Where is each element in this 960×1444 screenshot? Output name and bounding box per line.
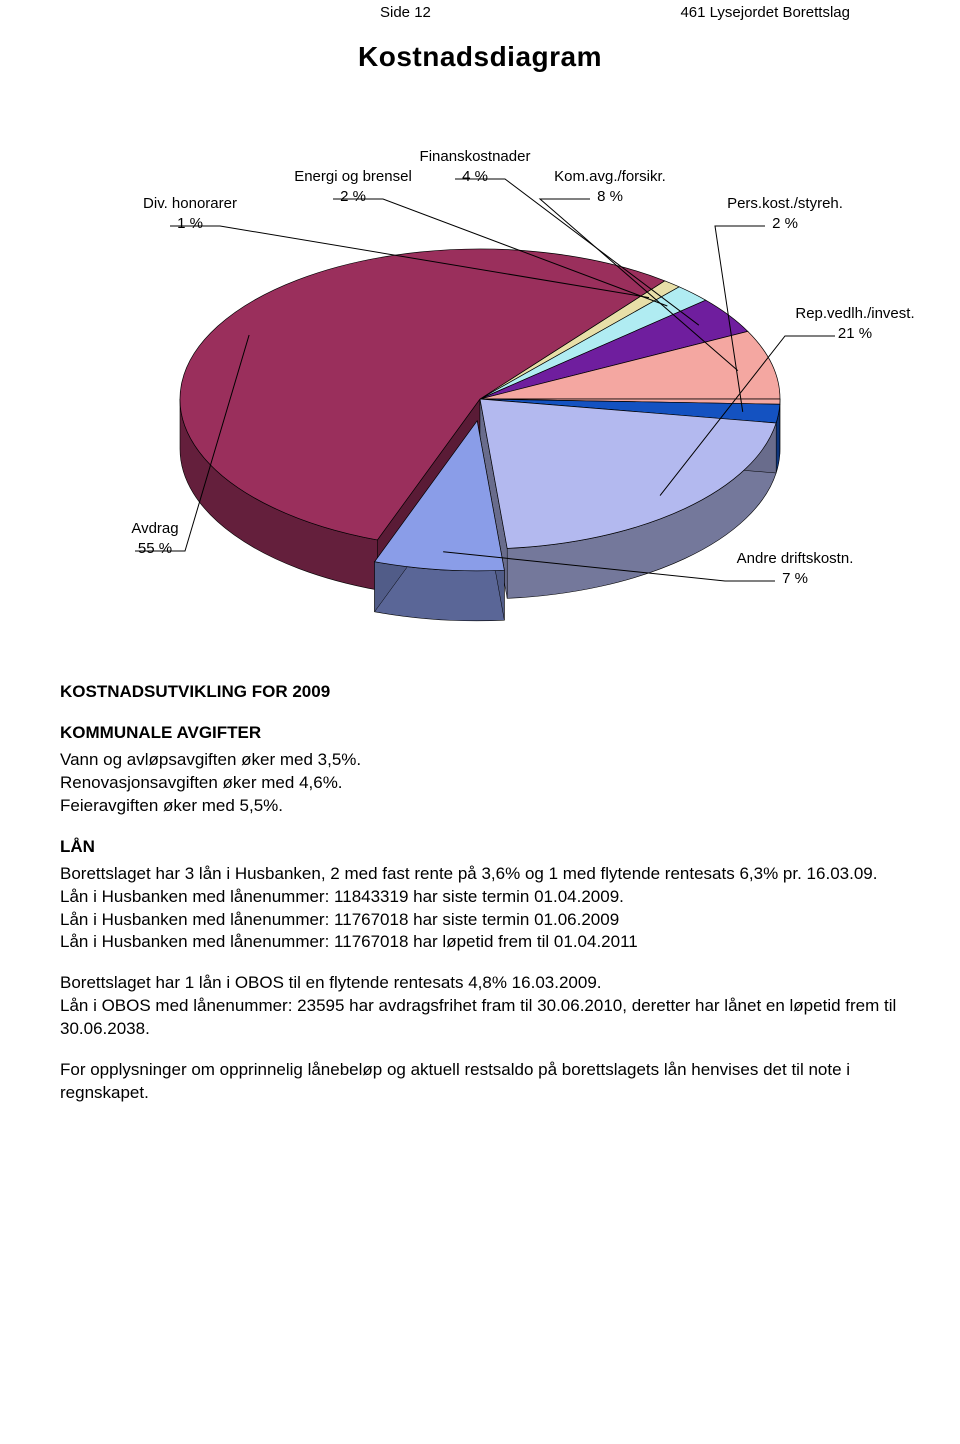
text-line: Lån i OBOS med lånenummer: 23595 har avd… <box>60 996 896 1038</box>
heading-kommunale: KOMMUNALE AVGIFTER <box>60 722 900 745</box>
text-line: Borettslaget har 3 lån i Husbanken, 2 me… <box>60 864 877 883</box>
paragraph: For opplysninger om opprinnelig lånebelø… <box>60 1059 900 1105</box>
pie-slice-label: Andre driftskostn. 7 % <box>720 549 870 588</box>
text-line: Lån i Husbanken med lånenummer: 11767018… <box>60 910 619 929</box>
text-line: Vann og avløpsavgiften øker med 3,5%. <box>60 750 361 769</box>
header-left: Side 12 <box>380 4 431 21</box>
pie-chart: Div. honorarer 1 %Energi og brensel 2 %F… <box>0 79 960 639</box>
pie-slice-label: Kom.avg./forsikr. 8 % <box>535 167 685 206</box>
page: Side 12 461 Lysejordet Borettslag Kostna… <box>0 0 960 1153</box>
paragraph: Borettslaget har 3 lån i Husbanken, 2 me… <box>60 863 900 955</box>
pie-slice-label: Div. honorarer 1 % <box>115 194 265 233</box>
pie-slice-label: Pers.kost./styreh. 2 % <box>710 194 860 233</box>
text-line: Lån i Husbanken med lånenummer: 11843319… <box>60 887 624 906</box>
header-right: 461 Lysejordet Borettslag <box>680 4 850 21</box>
heading-kostnadsutvikling: KOSTNADSUTVIKLING FOR 2009 <box>60 681 900 704</box>
pie-slice-label: Finanskostnader 4 % <box>400 147 550 186</box>
pie-slice-label: Avdrag 55 % <box>80 519 230 558</box>
text-line: Borettslaget har 1 lån i OBOS til en fly… <box>60 973 602 992</box>
text-line: For opplysninger om opprinnelig lånebelø… <box>60 1060 850 1102</box>
page-header: Side 12 461 Lysejordet Borettslag <box>0 0 960 21</box>
text-line: Lån i Husbanken med lånenummer: 11767018… <box>60 932 638 951</box>
paragraph: Vann og avløpsavgiften øker med 3,5%. Re… <box>60 749 900 818</box>
chart-title: Kostnadsdiagram <box>0 41 960 73</box>
heading-laan: LÅN <box>60 836 900 859</box>
text-line: Feieravgiften øker med 5,5%. <box>60 796 283 815</box>
paragraph: Borettslaget har 1 lån i OBOS til en fly… <box>60 972 900 1041</box>
body-text: KOSTNADSUTVIKLING FOR 2009 KOMMUNALE AVG… <box>0 639 960 1153</box>
text-line: Renovasjonsavgiften øker med 4,6%. <box>60 773 343 792</box>
pie-slice-label: Rep.vedlh./invest. 21 % <box>780 304 930 343</box>
